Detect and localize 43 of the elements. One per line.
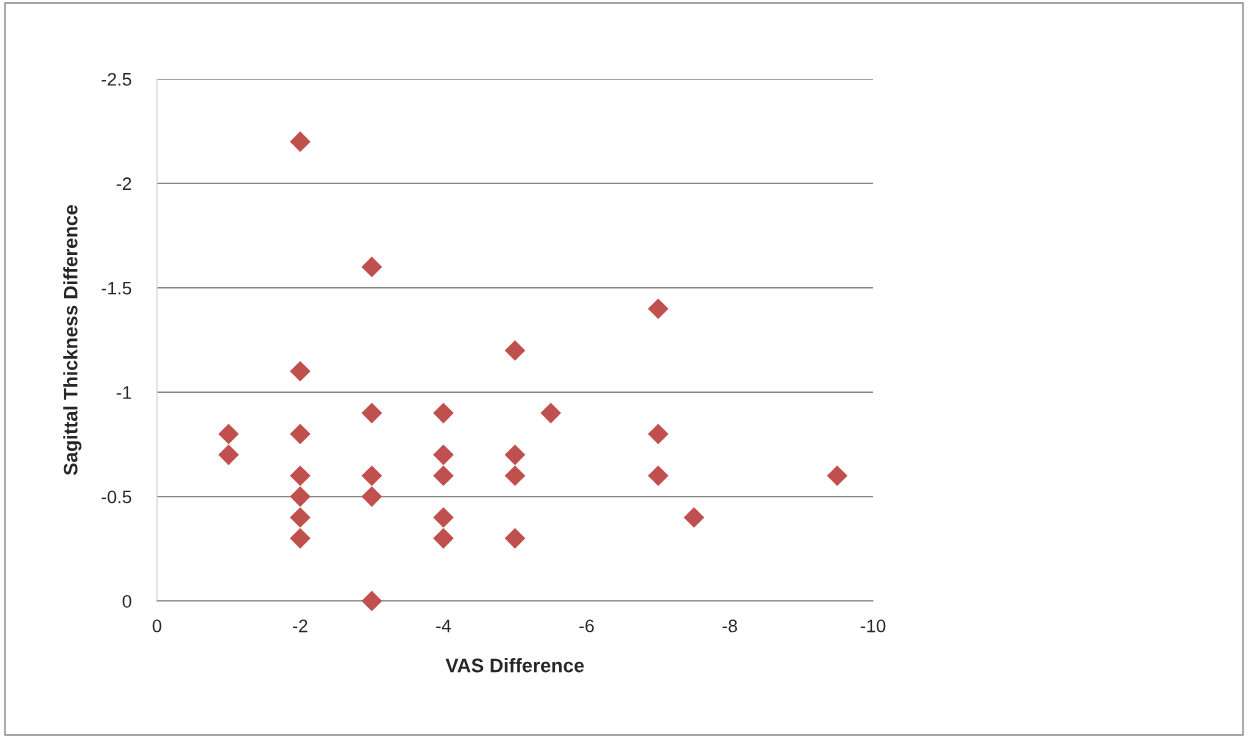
y-tick-label: -1.5 (101, 281, 132, 295)
point (289, 486, 311, 507)
point (647, 298, 669, 319)
y-tick-label: -0.5 (101, 490, 132, 504)
point (433, 507, 454, 528)
y-tick-label: -1 (116, 386, 132, 399)
point (218, 423, 239, 445)
x-tick-label: 0 (152, 619, 162, 633)
y-tick-label: -2.5 (101, 72, 132, 86)
x-tick-label: -4 (436, 619, 451, 633)
point (826, 465, 848, 487)
point (361, 465, 383, 487)
x-tick-label: -2 (292, 619, 308, 633)
point (683, 507, 705, 528)
y-axis-title: Sagittal Thickness Difference (63, 205, 82, 476)
y-tick-label: 0 (122, 594, 132, 608)
x-tick-label: -10 (860, 619, 886, 633)
point (504, 444, 526, 466)
point (361, 256, 383, 278)
y-tick-label: -2 (116, 177, 132, 190)
point (218, 444, 239, 466)
point (361, 402, 383, 424)
point (540, 402, 562, 424)
point (504, 528, 526, 549)
point (361, 486, 383, 507)
point (289, 528, 311, 549)
point (504, 465, 526, 487)
point (433, 402, 454, 424)
point (433, 528, 454, 549)
point (433, 465, 454, 487)
point (289, 361, 311, 382)
x-axis-title: VAS Difference (445, 658, 584, 673)
x-tick-label: -8 (722, 619, 738, 633)
point (289, 423, 311, 445)
point (289, 131, 311, 152)
point (289, 465, 311, 487)
point (647, 423, 669, 445)
point (647, 465, 669, 487)
point (433, 444, 454, 466)
point (504, 340, 526, 361)
point (361, 590, 383, 612)
x-tick-label: -6 (579, 619, 594, 633)
point (289, 507, 311, 528)
